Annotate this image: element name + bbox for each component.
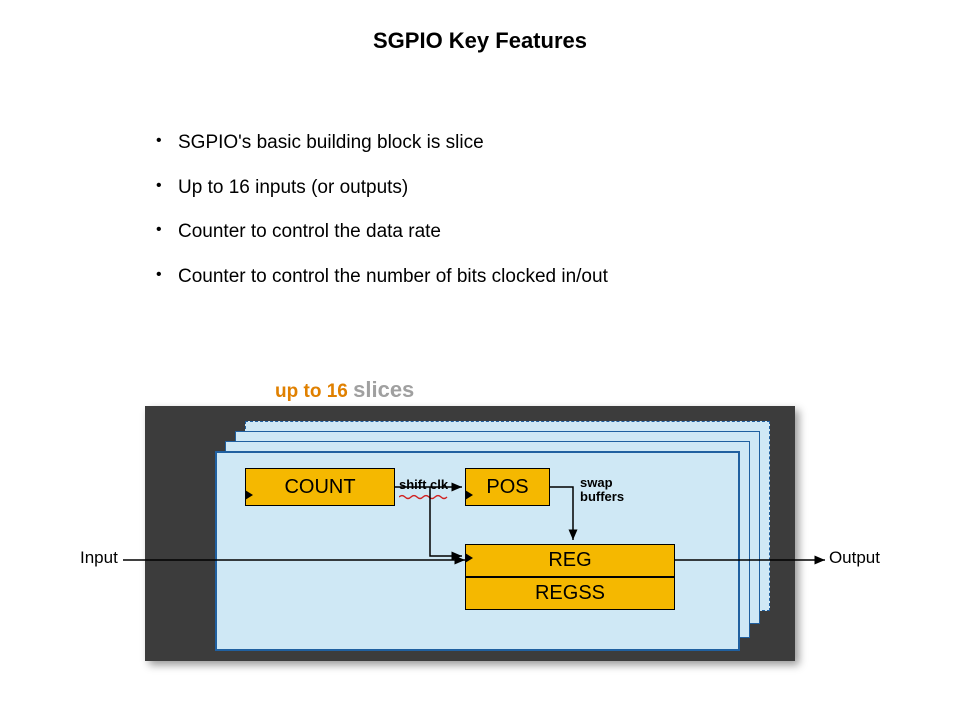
swap-buffers-label: swapbuffers xyxy=(580,476,624,505)
feature-bullets: SGPIO's basic building block is slice Up… xyxy=(150,130,830,308)
reg-block: REG xyxy=(465,544,675,577)
slices-prefix: up to 16 xyxy=(275,381,348,402)
sgpio-diagram: Input Output COUNT POS REG REGSS shift c… xyxy=(80,400,880,690)
clock-notch xyxy=(245,490,253,500)
clock-notch xyxy=(465,490,473,500)
chip-frame: COUNT POS REG REGSS shift clk swapbuffer… xyxy=(145,406,795,661)
output-label: Output xyxy=(829,548,880,568)
pos-block: POS xyxy=(465,468,550,506)
page-title: SGPIO Key Features xyxy=(0,0,960,54)
shift-clk-label: shift clk xyxy=(399,478,448,492)
bullet-item: Up to 16 inputs (or outputs) xyxy=(150,175,830,202)
clock-notch xyxy=(465,553,473,563)
bullet-item: SGPIO's basic building block is slice xyxy=(150,130,830,157)
bullet-item: Counter to control the data rate xyxy=(150,219,830,246)
slices-word: slices xyxy=(353,377,414,402)
input-label: Input xyxy=(80,548,118,568)
regss-block: REGSS xyxy=(465,577,675,610)
underline-squiggle xyxy=(399,494,449,500)
bullet-item: Counter to control the number of bits cl… xyxy=(150,264,830,291)
count-block: COUNT xyxy=(245,468,395,506)
